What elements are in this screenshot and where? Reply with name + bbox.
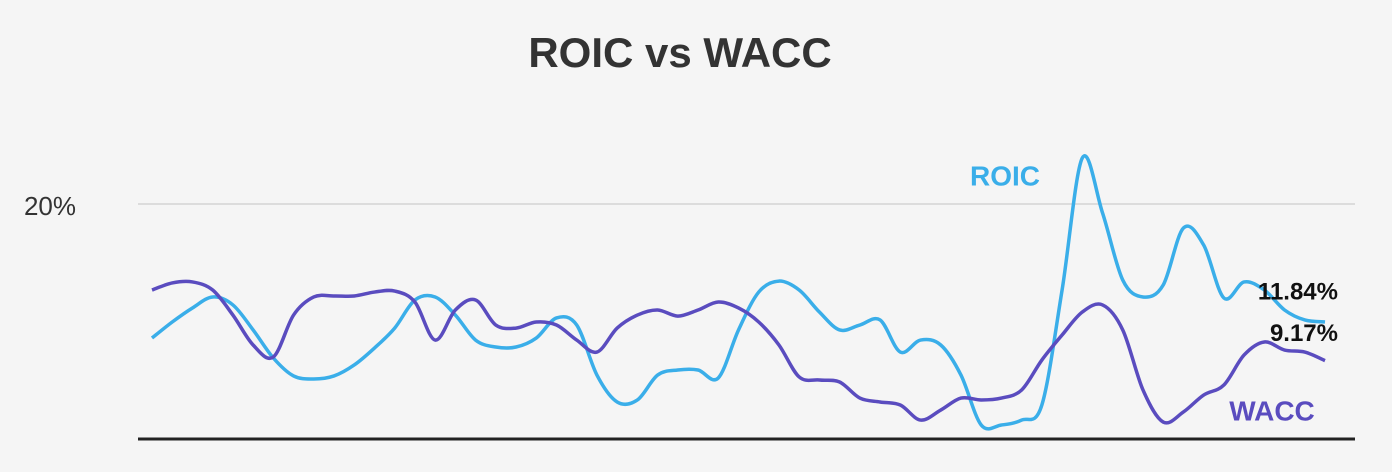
series-label: ROIC: [970, 160, 1040, 191]
value-label: 9.17%: [1270, 320, 1338, 347]
series-label: WACC: [1229, 395, 1315, 426]
chart-title: ROIC vs WACC: [528, 29, 831, 76]
line-series: [151, 279, 1326, 425]
y-tick-label: 20%: [24, 191, 76, 221]
value-label: 11.84%: [1258, 278, 1338, 305]
line-series: [150, 154, 1326, 431]
